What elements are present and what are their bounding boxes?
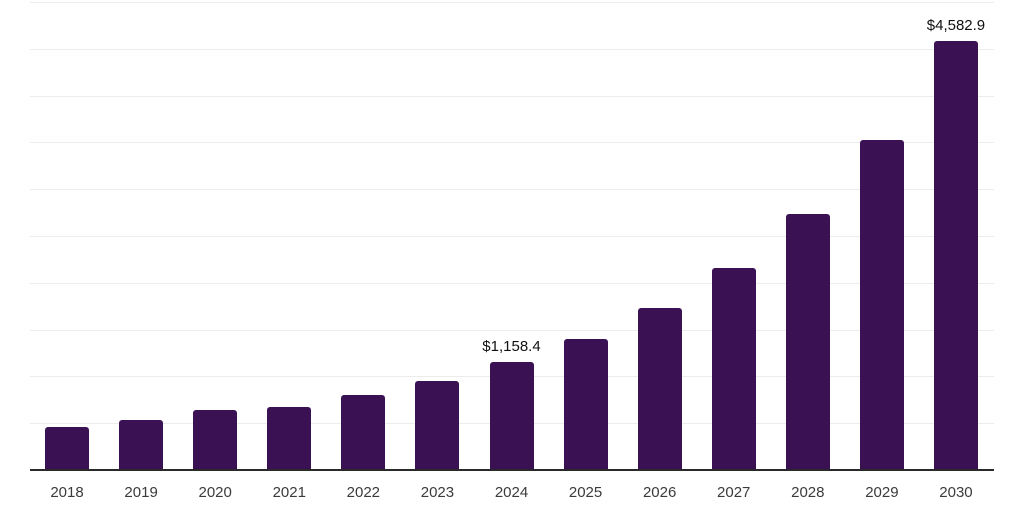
x-tick-2028: 2028	[791, 484, 825, 501]
gridline-4500	[30, 48, 994, 50]
x-tick-2018: 2018	[50, 484, 84, 501]
value-label-2030: $4,582.9	[926, 17, 986, 35]
gridline-3500	[30, 142, 994, 144]
x-tick-2020: 2020	[198, 484, 232, 501]
x-tick-2021: 2021	[272, 484, 306, 501]
bar-2018	[45, 427, 90, 470]
gridline-4000	[30, 95, 994, 97]
x-tick-2023: 2023	[420, 484, 455, 501]
bar-2024	[489, 361, 534, 470]
x-axis-line	[30, 469, 994, 471]
bar-2028	[785, 213, 830, 470]
bar-2023	[415, 381, 460, 470]
x-tick-2025: 2025	[568, 484, 603, 501]
bar-2021	[267, 407, 312, 470]
gridline-2000	[30, 282, 994, 284]
x-tick-2024: 2024	[494, 484, 529, 501]
x-tick-2022: 2022	[346, 484, 381, 501]
value-label-2024: $1,158.4	[482, 337, 541, 355]
x-tick-2026: 2026	[642, 484, 677, 501]
x-tick-2030: 2030	[939, 484, 973, 501]
bar-2019	[119, 420, 164, 470]
bar-2022	[341, 395, 386, 470]
x-tick-2029: 2029	[865, 484, 899, 501]
bar-2026	[637, 307, 682, 470]
gridline-2500	[30, 236, 994, 237]
gridline-3000	[30, 189, 994, 191]
bar-2025	[563, 338, 608, 470]
gridline-1500	[30, 329, 994, 331]
bar-2029	[859, 140, 904, 470]
x-tick-2027: 2027	[717, 484, 751, 501]
bar-2020	[193, 410, 238, 470]
bar-2030	[933, 41, 978, 470]
bar-2027	[711, 268, 756, 470]
x-tick-2019: 2019	[124, 484, 158, 501]
gridline-5000	[30, 2, 994, 3]
